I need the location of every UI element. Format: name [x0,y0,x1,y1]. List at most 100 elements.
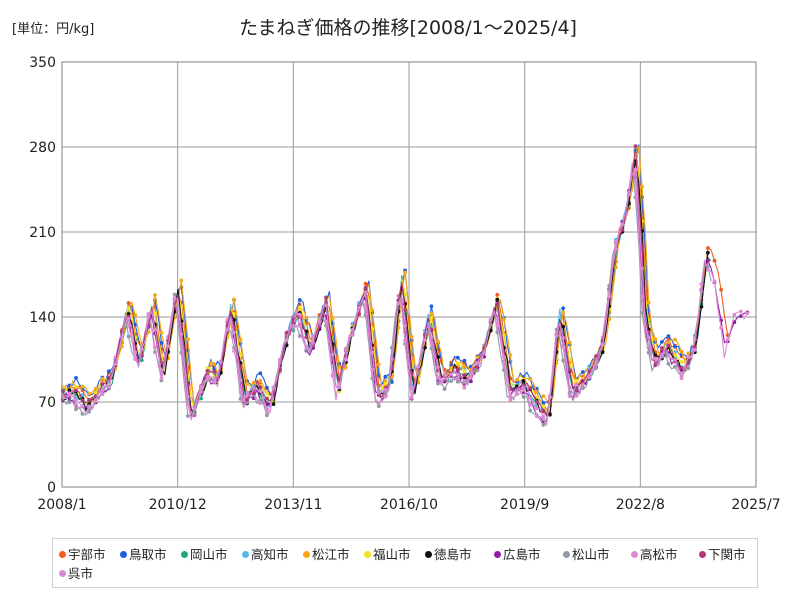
series-point [133,313,138,317]
series-point [692,345,697,350]
y-tick-label: 140 [29,310,56,326]
series-point [199,385,203,389]
series-point [666,334,671,338]
series-point [238,378,243,382]
series-point [357,305,361,310]
series-point [561,358,565,363]
series-point [232,349,236,353]
series-point [541,423,546,427]
series-point [613,247,618,252]
series-point [107,375,111,380]
series-point [455,368,460,372]
series-point [706,258,710,263]
series-1 [60,144,697,409]
legend-label: 福山市 [373,547,411,562]
legend-item: 徳島市 [425,544,472,563]
series-point [126,317,131,321]
series-point [455,361,460,366]
legend-label: 高松市 [640,547,678,562]
series-point [574,378,579,383]
series-point [548,412,552,417]
series-point [495,297,500,302]
series-point [126,334,131,339]
series-point [528,386,533,391]
series-point [403,308,407,312]
legend-marker [364,551,371,558]
series-point [251,380,256,385]
legend-label: 呉市 [68,566,94,581]
series-point [732,312,737,317]
series-point [561,324,565,329]
series-point [567,385,572,390]
series-point [93,390,98,395]
series-point [409,371,414,375]
series-point [258,389,263,393]
series-point [363,286,368,290]
series-point [179,332,184,336]
series-point [107,369,111,374]
series-point [60,385,65,389]
series-point [416,364,421,369]
series-point [245,398,250,402]
legend-item: 岡山市 [181,544,228,563]
series-point [390,357,394,362]
series-point [495,292,500,297]
series-point [574,382,579,387]
legend-item: 松江市 [303,544,350,563]
series-point [692,348,697,352]
series-point [87,398,91,403]
series-point [265,407,269,412]
series-point [679,360,684,364]
series-point [93,386,98,391]
series-point [699,304,704,309]
series-point [409,334,414,339]
series-point [383,381,388,386]
series-point [673,344,677,349]
series-point [745,311,750,316]
x-tick-label: 2010/12 [149,497,207,513]
series-point [739,314,743,318]
plot-frame [61,61,757,488]
x-tick-label: 2025/7 [731,497,780,513]
series-point [541,400,546,405]
series-point [581,383,585,387]
series-point [488,328,493,333]
series-point [304,315,309,320]
series-point [284,338,289,342]
series-point [660,340,664,344]
series-point [561,310,565,315]
series-11 [60,167,697,426]
series-point [74,402,78,407]
series-point [475,365,480,370]
series-point [502,317,506,322]
series-point [357,312,361,317]
series-point [462,385,467,390]
series-point [258,371,263,376]
series-point [620,222,625,227]
series-point [429,304,434,309]
series-point [376,362,381,367]
series-point [238,389,243,394]
legend-item: 呉市 [59,563,93,582]
series-point [93,399,98,404]
series-point [317,320,322,325]
series-point [653,363,658,368]
series-point [251,386,256,390]
series-point [436,355,440,359]
series-point [409,395,414,400]
legend-marker [425,551,432,558]
series-point [232,297,236,302]
series-point [67,400,72,405]
legend-item: 松山市 [563,544,610,563]
legend-label: 松山市 [572,547,610,562]
series-point [653,356,658,361]
legend-marker [494,551,501,558]
series-point [396,301,401,306]
y-tick-label: 280 [29,140,56,156]
series-point [205,378,210,382]
series-point [574,394,579,398]
legend-marker [303,551,310,558]
series-point [423,345,427,350]
series-point [679,349,684,354]
series-point [120,335,124,339]
